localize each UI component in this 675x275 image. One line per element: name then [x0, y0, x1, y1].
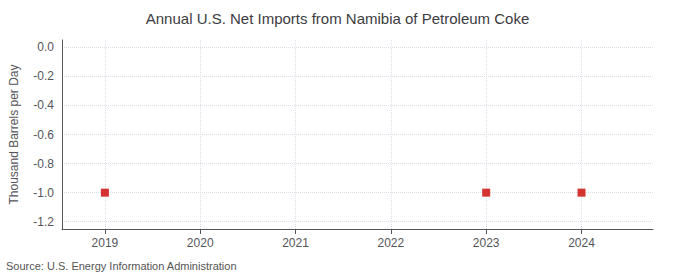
svg-text:2020: 2020 — [187, 236, 214, 250]
svg-text:0.0: 0.0 — [37, 40, 54, 54]
svg-text:2024: 2024 — [568, 236, 595, 250]
svg-text:2023: 2023 — [473, 236, 500, 250]
svg-text:Source: U.S. Energy Informatio: Source: U.S. Energy Information Administ… — [6, 260, 237, 272]
svg-text:Thousand Barrels per Day: Thousand Barrels per Day — [7, 64, 21, 204]
svg-text:-1.0: -1.0 — [33, 186, 54, 200]
svg-text:-0.8: -0.8 — [33, 157, 54, 171]
svg-text:Annual U.S. Net Imports from N: Annual U.S. Net Imports from Namibia of … — [146, 10, 529, 27]
svg-text:2021: 2021 — [282, 236, 309, 250]
svg-text:2019: 2019 — [92, 236, 119, 250]
svg-text:-0.2: -0.2 — [33, 69, 54, 83]
svg-text:2022: 2022 — [378, 236, 405, 250]
svg-text:-0.6: -0.6 — [33, 128, 54, 142]
svg-text:-0.4: -0.4 — [33, 98, 54, 112]
svg-text:-1.2: -1.2 — [33, 215, 54, 229]
